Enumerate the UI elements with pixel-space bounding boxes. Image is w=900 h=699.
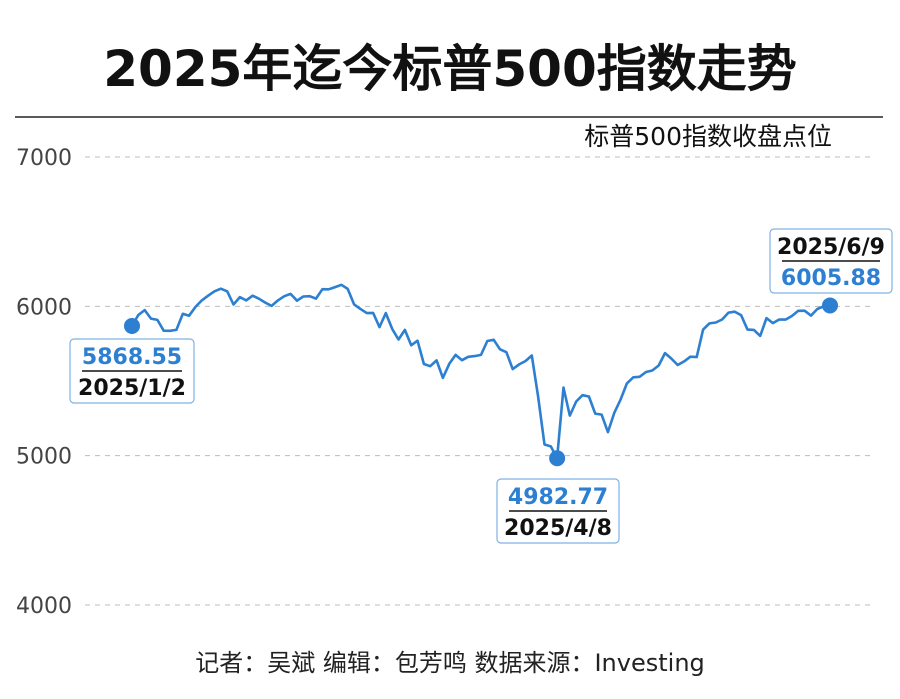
annotation-value: 4982.77 xyxy=(508,485,608,510)
y-tick-label: 6000 xyxy=(16,295,72,320)
data-point-marker xyxy=(822,297,838,314)
data-point-marker xyxy=(549,450,566,467)
credit-line: 记者：吴斌 编辑：包芳鸣 数据来源：Investing xyxy=(195,649,705,677)
annotation-date: 2025/4/8 xyxy=(504,516,612,541)
annotation-value: 6005.88 xyxy=(781,266,881,291)
series-layer xyxy=(130,283,832,460)
data-point-marker xyxy=(124,317,140,334)
annotation-layer: 5868.55 2025/1/2 4982.77 2025/4/8 2025/6/9 60… xyxy=(69,228,893,544)
annotation-value: 5868.55 xyxy=(82,345,182,370)
y-tick-label: 5000 xyxy=(16,445,72,470)
y-tick-label: 4000 xyxy=(16,594,72,619)
series-line xyxy=(130,283,832,460)
annotation-date: 2025/1/2 xyxy=(78,376,186,401)
annotation-date: 2025/6/9 xyxy=(777,235,885,260)
grid-layer: 4000 5000 6000 7000 xyxy=(16,146,870,619)
y-axis-label: 标普500指数收盘点位 xyxy=(584,122,832,151)
y-tick-label: 7000 xyxy=(16,146,72,171)
chart-title: 2025年迄今标普500指数走势 xyxy=(103,40,797,98)
